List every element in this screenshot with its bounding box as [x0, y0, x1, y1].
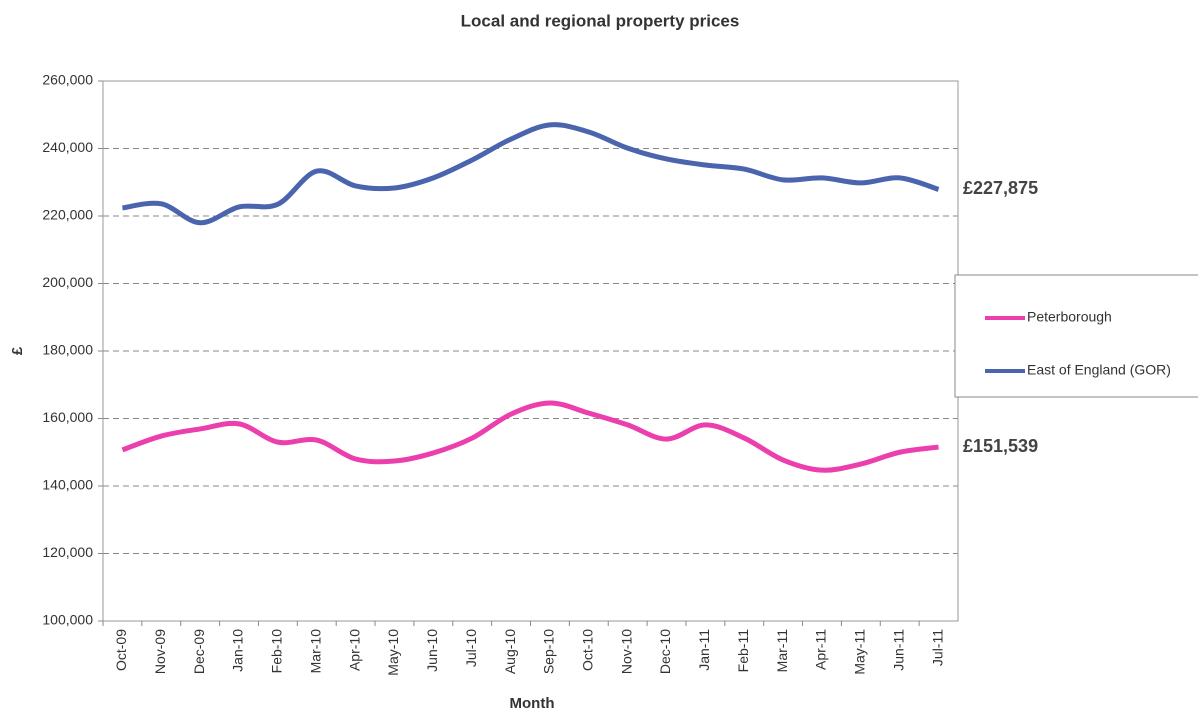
- data-label: £227,875: [963, 178, 1038, 198]
- x-tick-label: May-11: [852, 629, 868, 675]
- x-tick-label: Dec-09: [191, 629, 207, 674]
- x-tick-label: Feb-11: [735, 629, 751, 673]
- x-tick-label: Apr-10: [346, 629, 362, 671]
- legend-label: Peterborough: [1027, 309, 1112, 325]
- y-tick-label: 140,000: [42, 477, 93, 493]
- x-tick-label: May-10: [385, 629, 401, 676]
- y-tick-label: 160,000: [42, 409, 93, 425]
- series-line: [121, 400, 939, 473]
- x-tick-label: Sep-10: [541, 629, 557, 674]
- chart-title: Local and regional property prices: [461, 11, 740, 30]
- y-tick-label: 260,000: [42, 72, 93, 88]
- y-tick-label: 200,000: [42, 274, 93, 290]
- x-tick-label: Nov-10: [618, 629, 634, 674]
- x-tick-label: Nov-09: [152, 629, 168, 674]
- x-tick-label: Oct-09: [113, 629, 129, 671]
- x-tick-label: Jul-11: [929, 629, 945, 666]
- x-tick-label: Jan-11: [696, 629, 712, 671]
- x-axis-title: Month: [510, 695, 555, 711]
- y-tick-label: 220,000: [42, 207, 93, 223]
- x-tick-label: Aug-10: [502, 629, 518, 674]
- legend-box: [954, 274, 1198, 398]
- y-tick-label: 240,000: [42, 139, 93, 155]
- x-tick-label: Jul-10: [463, 629, 479, 667]
- x-tick-label: Mar-11: [774, 629, 790, 673]
- y-tick-label: 120,000: [42, 544, 93, 560]
- x-tick-label: Apr-11: [813, 629, 829, 670]
- y-axis-title: £: [9, 346, 26, 355]
- legend-label: East of England (GOR): [1027, 362, 1171, 378]
- y-tick-label: 100,000: [42, 612, 93, 628]
- x-tick-label: Oct-10: [579, 629, 595, 671]
- x-tick-label: Jun-11: [890, 629, 906, 671]
- x-tick-label: Jan-10: [230, 629, 246, 672]
- data-label: £151,539: [963, 436, 1038, 456]
- plot-border: [102, 80, 959, 622]
- x-tick-label: Feb-10: [269, 629, 285, 674]
- y-tick-label: 180,000: [42, 342, 93, 358]
- x-tick-label: Mar-10: [307, 629, 323, 674]
- x-tick-label: Dec-10: [657, 629, 673, 674]
- series-line: [122, 122, 940, 226]
- x-tick-label: Jun-10: [424, 629, 440, 672]
